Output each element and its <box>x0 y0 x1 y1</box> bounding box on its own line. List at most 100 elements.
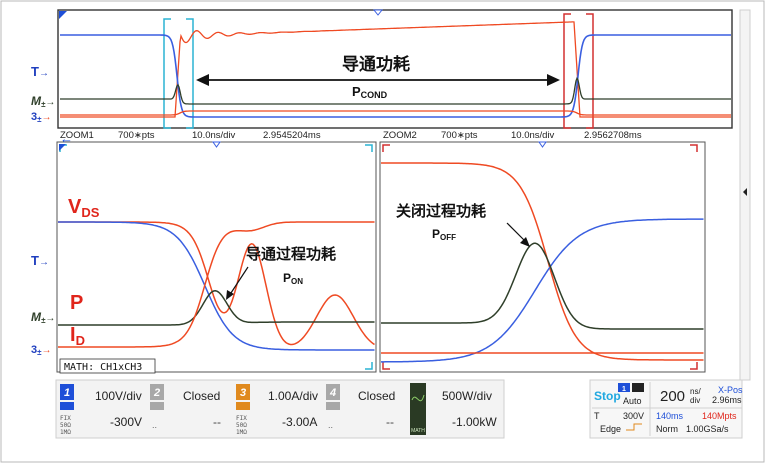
timebase-unit-top: ns/ <box>690 387 701 396</box>
zoom2-timebase: 10.0ns/div <box>511 130 555 141</box>
id-label: ID <box>70 324 85 348</box>
ch3-badge <box>236 384 250 400</box>
zoom2-label[interactable]: ZOOM2 <box>383 130 417 141</box>
trigger-slope-icon <box>632 383 644 392</box>
ch4-coupling-icon <box>326 402 340 410</box>
ch3-impedance: FIX <box>236 415 247 422</box>
zoom1-position: 2.9545204ms <box>263 130 321 141</box>
zoom2-points: 700∗pts <box>441 130 478 141</box>
ch2-state: Closed <box>183 389 220 403</box>
zoom2-vgs-trace <box>381 218 704 363</box>
zoom-t-marker[interactable]: T→ <box>31 253 49 268</box>
turn-on-pointer-line <box>228 266 249 297</box>
zoom-info-bar: ZOOM1 700∗pts 10.0ns/div 2.9545204ms ZOO… <box>60 130 642 141</box>
turn-on-loss-label: 导通过程功耗 <box>246 245 336 263</box>
ch4-offset: -- <box>386 415 394 429</box>
record-time: 140ms <box>656 411 684 421</box>
zoom1-power-trace <box>58 290 375 326</box>
overview-m-marker[interactable]: M±→ <box>31 94 55 109</box>
turn-off-pointer-icon <box>520 237 530 247</box>
svg-text:1: 1 <box>622 386 626 393</box>
channel-2-button[interactable]: 2 Closed .. -- <box>150 384 221 430</box>
zoom2-position: 2.9562708ms <box>584 130 642 141</box>
ch3-coupling-icon <box>236 402 250 410</box>
trigger-level: 300V <box>623 411 644 421</box>
zoom1-points: 700∗pts <box>118 130 155 141</box>
overview-pane: 导通功耗 PCOND <box>57 9 733 129</box>
p-on-label: PON <box>283 271 303 286</box>
overview-t-marker[interactable]: T→ <box>31 64 49 79</box>
right-side-tab[interactable] <box>739 9 751 381</box>
zoom1-trigger-icon <box>59 144 66 151</box>
zoom2-corner-tr <box>690 144 698 152</box>
zoom1-vgs-trace <box>58 221 375 351</box>
ch3-number: 3 <box>240 387 246 399</box>
ch1-impedance: FIX <box>60 415 71 422</box>
arrow-right-icon <box>547 74 560 86</box>
math-scale: 500W/div <box>442 389 492 403</box>
trigger-mode[interactable]: Auto <box>623 396 642 406</box>
trigger-position-icon[interactable] <box>372 9 384 16</box>
ch2-badge <box>150 384 164 400</box>
zoom2-corner-bl <box>382 362 390 370</box>
run-status[interactable]: Stop <box>594 389 621 403</box>
zoom1-trigger-position-icon[interactable] <box>212 141 221 148</box>
math-badge <box>410 383 426 435</box>
trigger-source: T <box>594 411 600 421</box>
ch4-state: Closed <box>358 389 395 403</box>
ch3-scale: 1.00A/div <box>268 389 318 403</box>
zoom1-left-arrow-icon: ← <box>60 131 73 146</box>
channel-4-button[interactable]: 4 Closed .. -- <box>326 384 395 430</box>
edge-trigger-icon <box>626 423 642 431</box>
timebase-control[interactable]: 200 ns/ div <box>660 387 701 405</box>
trigger-corner-icon <box>59 11 67 19</box>
channel-bar-background <box>55 379 505 439</box>
acquisition-mode[interactable]: Norm <box>656 424 678 434</box>
svg-text:1MΩ: 1MΩ <box>60 429 71 436</box>
zoom1-frame <box>56 141 377 373</box>
ch4-number: 4 <box>329 387 336 399</box>
math-label-box <box>59 358 156 374</box>
zoom1-corner-br <box>365 362 373 370</box>
expand-arrow-icon[interactable] <box>743 188 747 196</box>
channel-3-button[interactable]: 3 FIX 50Ω 1MΩ 1.00A/div -3.00A <box>236 384 318 436</box>
xpos-value[interactable]: 2.96ms <box>712 395 742 405</box>
zoom1-label[interactable]: ZOOM1 <box>60 130 94 141</box>
zoom1-corner-tr <box>365 144 373 152</box>
p-cond-label: PCOND <box>352 84 388 100</box>
ch1-number: 1 <box>64 387 70 399</box>
zoom-ch3-marker[interactable]: 3±→ <box>31 344 52 357</box>
zoom2-left-bracket[interactable] <box>563 13 571 129</box>
math-label: MATH: CH1xCH3 <box>64 362 142 373</box>
overview-ch3-marker[interactable]: 3±→ <box>31 111 52 124</box>
ch1-offset: -300V <box>110 415 142 429</box>
zoom-m-marker[interactable]: M±→ <box>31 310 55 325</box>
timebase-value: 200 <box>660 388 685 405</box>
math-wave-icon <box>411 394 425 402</box>
math-offset: -1.00kW <box>452 415 497 429</box>
zoom1-timebase: 10.0ns/div <box>192 130 236 141</box>
zoom2-trigger-position-icon[interactable] <box>538 141 547 148</box>
trigger-panel-background <box>589 379 743 439</box>
zoom2-right-bracket[interactable] <box>586 13 594 129</box>
trigger-channel-icon <box>618 383 630 392</box>
turn-off-pointer-line <box>506 222 527 243</box>
svg-text:50Ω: 50Ω <box>236 422 247 429</box>
trigger-type: Edge <box>600 424 621 434</box>
zoom1-right-bracket[interactable] <box>186 18 194 129</box>
math-channel-button[interactable]: MATH 500W/div -1.00kW <box>410 383 497 435</box>
run-stop-status[interactable]: Stop <box>594 389 621 403</box>
math-tag: MATH <box>411 428 425 434</box>
channel-1-button[interactable]: 1 FIX 50Ω 1MΩ 100V/div -300V <box>60 384 142 436</box>
zoom1-left-bracket[interactable] <box>163 18 171 129</box>
ch1-badge <box>60 384 74 400</box>
zoom2-corner-br <box>690 362 698 370</box>
trigger-panel: Stop 1 Auto T 300V Edge 200 ns/ div X-Po… <box>589 379 743 439</box>
turn-off-loss-label: 关闭过程功耗 <box>396 202 486 220</box>
overview-power-trace <box>60 76 731 105</box>
overview-vds-trace <box>60 21 731 118</box>
overview-id-trace <box>60 110 731 116</box>
ch2-offset: -- <box>213 415 221 429</box>
overview-frame <box>57 9 733 129</box>
